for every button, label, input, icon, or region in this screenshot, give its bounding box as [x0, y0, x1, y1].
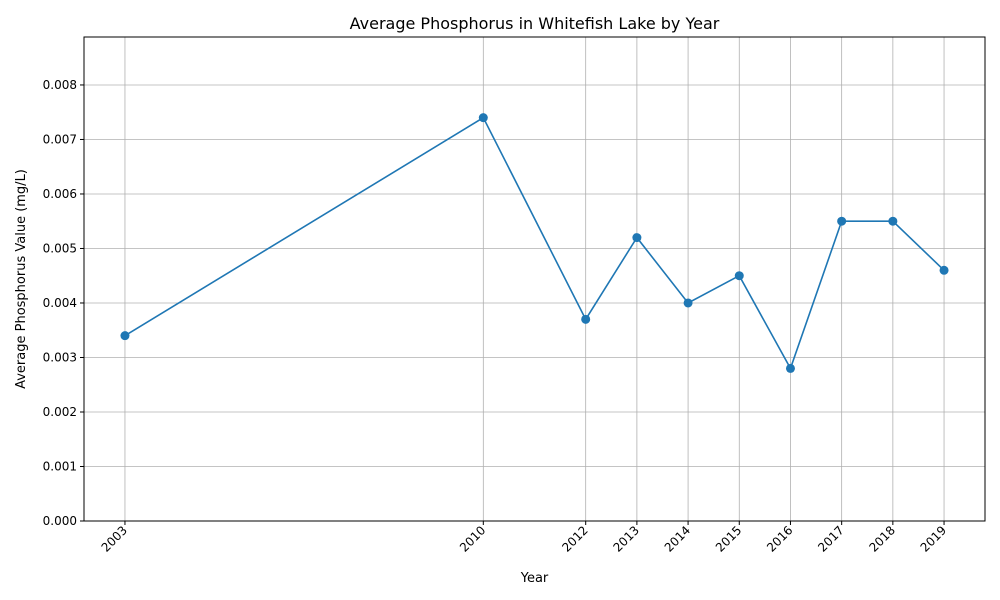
y-tick-label: 0.008 — [43, 78, 77, 92]
y-tick-label: 0.001 — [43, 459, 77, 473]
y-tick-label: 0.005 — [43, 241, 77, 255]
x-tick-label: 2013 — [611, 523, 642, 554]
x-axis-label: Year — [520, 571, 549, 586]
y-tick-label: 0.003 — [43, 350, 77, 364]
y-tick-label: 0.007 — [43, 132, 77, 146]
x-tick-label: 2012 — [559, 523, 590, 554]
data-point — [683, 298, 693, 308]
series-line — [124, 116, 945, 371]
data-point — [785, 363, 795, 373]
x-tick-label: 2014 — [662, 523, 693, 554]
series-layer — [120, 113, 949, 373]
data-point — [120, 331, 130, 341]
x-tick-label: 2019 — [918, 523, 949, 554]
data-point — [632, 233, 642, 243]
y-tick-label: 0.004 — [43, 296, 77, 310]
data-point — [581, 314, 591, 324]
y-tick-label: 0.000 — [43, 514, 77, 528]
x-tick-label: 2017 — [815, 523, 846, 554]
x-tick-label: 2010 — [457, 523, 488, 554]
x-tick-label: 2015 — [713, 523, 744, 554]
ticks: 0.000 0.001 0.002 0.003 0.004 0.005 0.006 0.007… — [43, 78, 950, 555]
data-point — [478, 113, 488, 123]
data-point — [939, 265, 949, 275]
y-tick-label: 0.002 — [43, 405, 77, 419]
data-point — [837, 216, 847, 226]
plot-frame — [83, 36, 986, 522]
y-axis-label: Average Phosphorus Value (mg/L) — [14, 169, 29, 389]
x-tick-label: 2003 — [99, 523, 130, 554]
data-point — [734, 271, 744, 281]
chart-title: Average Phosphorus in Whitefish Lake by … — [350, 14, 720, 33]
x-tick-label: 2018 — [866, 523, 897, 554]
y-tick-label: 0.006 — [43, 187, 77, 201]
x-tick-label: 2016 — [764, 523, 795, 554]
data-point — [888, 216, 898, 226]
